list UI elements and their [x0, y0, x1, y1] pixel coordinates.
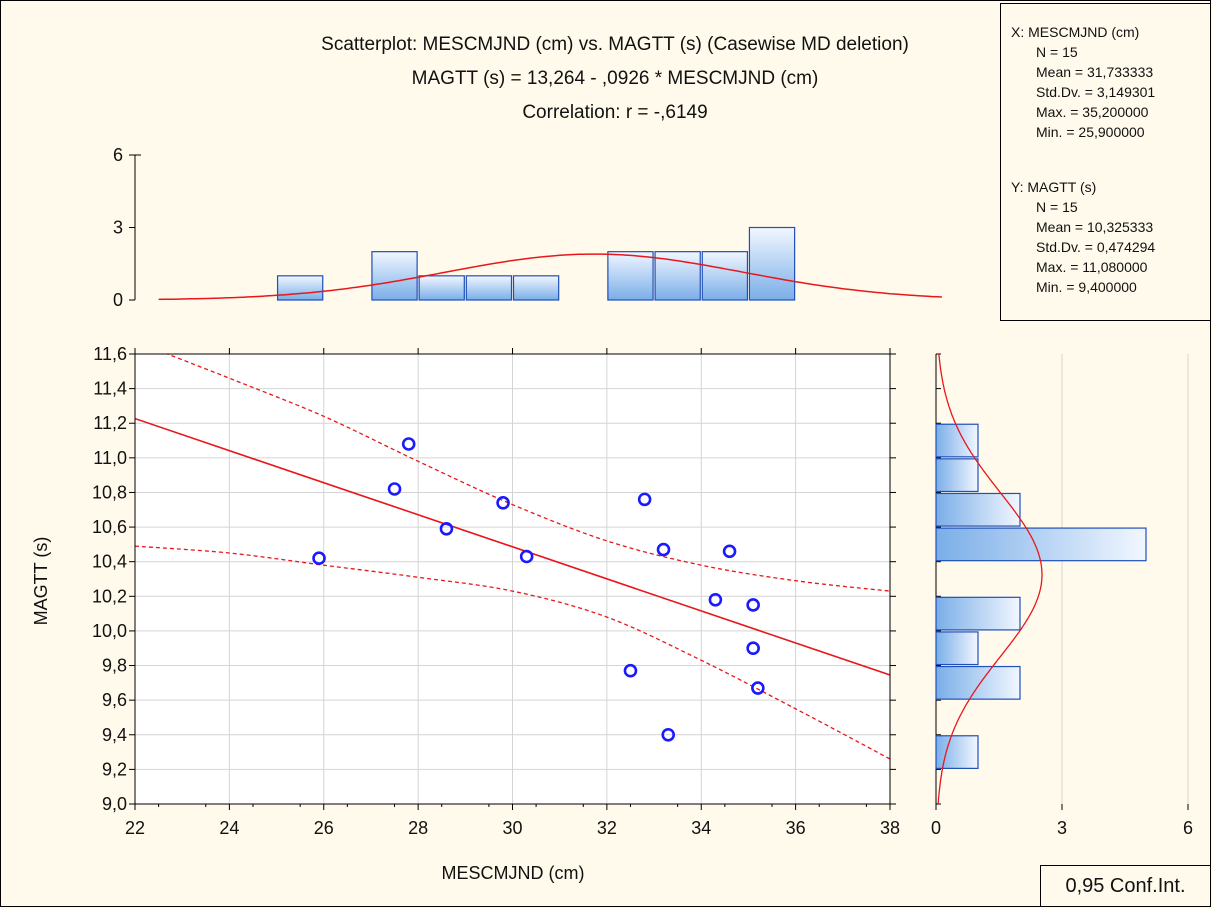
x-tick-label: 28	[408, 818, 428, 838]
x-histogram: 0 3 6	[113, 145, 942, 310]
plot-border	[134, 353, 891, 805]
x-stats-stddev: Std.Dv. = 3,149301	[1036, 84, 1156, 100]
top-hist-bar	[701, 251, 749, 301]
correlation-label: Correlation: r = -,6149	[522, 102, 708, 123]
y-tick-label: 9,0	[102, 794, 127, 814]
right-hist-tick-label: 0	[931, 818, 941, 838]
y-stats-max: Max. = 11,080000	[1036, 259, 1148, 275]
top-hist-tick-label: 0	[113, 290, 123, 310]
x-stats-mean: Mean = 31,733333	[1036, 64, 1154, 80]
data-point	[751, 681, 765, 695]
data-point	[661, 727, 676, 742]
x-stats-heading: X: MESCMJND (cm)	[1011, 24, 1140, 40]
y-stats-n: N = 15	[1036, 199, 1078, 215]
right-hist-bar	[935, 423, 979, 458]
data-point	[312, 551, 326, 566]
data-point	[387, 482, 402, 496]
y-tick-label: 11,0	[93, 448, 127, 468]
top-hist-bar	[748, 226, 796, 301]
y-stats-heading: Y: MAGTT (s)	[1011, 179, 1097, 195]
y-tick-label: 10,2	[92, 586, 127, 606]
data-point	[746, 598, 760, 612]
right-hist-bar	[935, 631, 979, 666]
y-tick-label: 9,8	[102, 656, 127, 676]
top-hist-normal-curve	[158, 253, 942, 301]
plot-lines	[135, 354, 890, 760]
right-hist-bar	[935, 492, 1021, 527]
y-stats-mean: Mean = 10,325333	[1036, 219, 1154, 235]
right-hist-normal-curve	[937, 353, 1043, 805]
y-tick-label: 10,8	[92, 482, 127, 502]
confidence-band-upper	[165, 354, 890, 592]
top-hist-bar	[512, 275, 560, 301]
right-hist-bar	[935, 527, 1147, 562]
right-hist-bar	[935, 665, 1021, 700]
right-hist-bar	[935, 458, 979, 493]
x-stats-min: Min. = 25,900000	[1036, 124, 1145, 140]
x-tick-label: 32	[597, 818, 617, 838]
y-tick-label: 9,4	[102, 725, 127, 745]
right-hist-bar	[935, 735, 979, 769]
y-tick-label: 11,2	[93, 413, 127, 433]
x-stats-max: Max. = 35,200000	[1036, 104, 1149, 120]
data-point	[656, 542, 671, 557]
y-tick-label: 9,2	[102, 759, 127, 779]
confidence-interval-legend: 0,95 Conf.Int.	[1040, 865, 1211, 907]
stats-legend: X: MESCMJND (cm) N = 15 Mean = 31,733333…	[1000, 3, 1211, 321]
top-hist-bar	[465, 275, 513, 301]
x-tick-label: 30	[502, 818, 522, 838]
data-point	[722, 544, 737, 559]
y-tick-label: 11,4	[93, 379, 127, 399]
x-stats-n: N = 15	[1036, 44, 1078, 60]
x-tick-label: 34	[691, 818, 711, 838]
y-stats-stddev: Std.Dv. = 0,474294	[1036, 239, 1156, 255]
x-tick-label: 36	[786, 818, 806, 838]
regression-line	[135, 417, 890, 676]
top-hist-bar	[654, 251, 701, 301]
y-tick-label: 10,0	[92, 621, 127, 641]
y-stats-min: Min. = 9,400000	[1036, 279, 1137, 295]
y-histogram: 0 3 6	[931, 353, 1193, 838]
top-hist-bar	[607, 251, 654, 301]
y-tick-label: 10,4	[92, 552, 127, 572]
x-tick-label: 38	[880, 818, 900, 838]
regression-equation: MAGTT (s) = 13,264 - ,0926 * MESCMJND (c…	[411, 68, 819, 89]
confidence-band-lower	[135, 545, 890, 760]
data-point	[496, 496, 510, 510]
right-hist-bar	[935, 596, 1021, 631]
data-point	[623, 663, 638, 678]
chart-title: Scatterplot: MESCMJND (cm) vs. MAGTT (s)…	[321, 34, 909, 55]
y-tick-label: 10,6	[92, 517, 127, 537]
data-point	[401, 437, 416, 451]
y-tick-label: 9,6	[102, 690, 127, 710]
top-hist-bar	[276, 275, 324, 301]
top-hist-tick-label: 3	[113, 218, 123, 238]
x-axis-title: MESCMJND (cm)	[442, 863, 585, 883]
x-tick-label: 22	[125, 818, 145, 838]
data-point	[519, 549, 534, 564]
data-point	[439, 522, 454, 536]
y-tick-label: 11,6	[93, 344, 127, 364]
top-hist-bar	[418, 275, 465, 301]
top-hist-tick-label: 6	[113, 145, 123, 165]
scatter-plot: 22 24 26 28 30 32 34 36 38 9,0 9,2 9,4 9,6 9,8 10,0 10,…	[92, 344, 900, 838]
x-tick-label: 24	[219, 818, 239, 838]
data-point	[637, 492, 652, 507]
data-point	[746, 641, 760, 656]
y-axis-title: MAGTT (s)	[31, 537, 51, 626]
data-point	[708, 592, 723, 607]
right-hist-tick-label: 3	[1057, 818, 1067, 838]
right-hist-tick-label: 6	[1183, 818, 1193, 838]
x-tick-label: 26	[314, 818, 334, 838]
top-hist-bar	[371, 251, 418, 301]
